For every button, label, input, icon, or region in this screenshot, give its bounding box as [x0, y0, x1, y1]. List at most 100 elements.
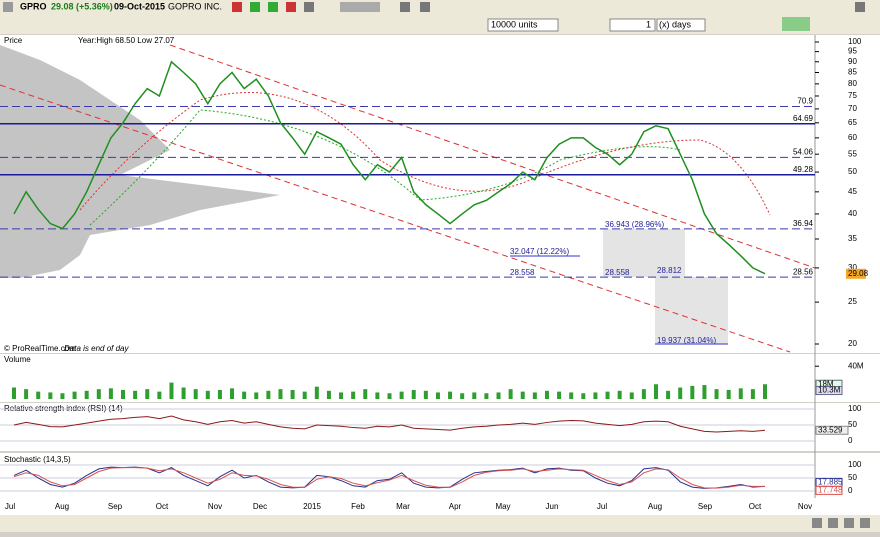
level-label: 49.28 [793, 165, 814, 174]
y-tick-label: 60 [848, 133, 857, 142]
x-axis-label: Sep [698, 502, 713, 511]
y-tick-label: 100 [848, 404, 862, 413]
volume-bar [72, 391, 77, 399]
quote-date: 09-Oct-2015 [114, 1, 165, 11]
level-label: 28.56 [793, 267, 814, 276]
symbol[interactable]: GPRO [20, 1, 47, 11]
shaded-range [603, 229, 685, 277]
volume-bar [48, 392, 53, 399]
volume-bar [121, 389, 126, 399]
volume-bar [193, 389, 198, 399]
last-price-label: 29.08 [848, 269, 869, 278]
volume-bar [629, 392, 634, 399]
x-axis-label: Nov [798, 502, 812, 511]
volume-bar [266, 390, 271, 399]
toolbar [0, 0, 880, 34]
period-select[interactable] [656, 18, 706, 32]
annotation: 28.812 [657, 266, 682, 275]
volume-bar [557, 391, 562, 399]
y-tick-label: 75 [848, 91, 857, 100]
y-tick-label: 90 [848, 57, 857, 66]
y-tick-label: 30 [848, 263, 857, 272]
x-axis-strip [0, 498, 880, 515]
volume-bar [84, 390, 89, 399]
volume-bar [278, 389, 283, 399]
volume-bar [605, 391, 610, 399]
annotation: 36.943 (28.96%) [605, 220, 664, 229]
level-label: 70.9 [797, 97, 813, 106]
y-tick-label: 45 [848, 187, 857, 196]
y-tick-label: 65 [848, 118, 857, 127]
level-label: 54.06 [793, 148, 814, 157]
volume-bar [399, 391, 404, 399]
volume-bar [314, 386, 319, 399]
year-range: Year:High 68.50 Low 27.07 [78, 36, 175, 45]
volume-bar [423, 390, 428, 399]
panel-title: Volume [4, 355, 31, 364]
price-line [13, 60, 766, 275]
period-count: 1 [646, 19, 651, 29]
toolbar-icons[interactable] [232, 2, 865, 31]
volume-bar [763, 384, 767, 399]
volume-bar [133, 390, 138, 399]
volume-bar [569, 392, 574, 399]
status-bar [0, 515, 880, 532]
volume-bar [678, 387, 683, 399]
volume-bar [617, 390, 622, 399]
volume-bar [326, 390, 331, 399]
volume-bar [387, 393, 392, 399]
volume-panel [0, 354, 880, 402]
volume-bar [472, 392, 477, 399]
trendline [169, 44, 816, 269]
stochastic-line [13, 467, 766, 489]
quote: 29.08 (+5.36%) [51, 1, 113, 11]
panel-title: Stochastic (14,3,5) [4, 455, 71, 464]
x-axis-label: Nov [208, 502, 222, 511]
volume-bar [375, 392, 380, 399]
volume-bar [254, 392, 259, 399]
value-label: 33.529 [818, 425, 843, 434]
volume-bar [181, 387, 186, 399]
y-tick-label: 95 [848, 47, 857, 56]
menu-button[interactable] [3, 2, 13, 12]
volume-bar [508, 389, 513, 399]
volume-bar [169, 382, 174, 399]
panel-title: Price [4, 36, 23, 45]
period-input[interactable] [609, 18, 656, 32]
volume-bar [363, 389, 368, 399]
instrument-name: GOPRO INC. [168, 1, 222, 11]
volume-bar [448, 391, 453, 399]
volume-bar [157, 391, 162, 399]
volume-bar [750, 389, 755, 399]
volume-bar [544, 390, 549, 399]
volume-bar [496, 392, 501, 399]
volume-bar [653, 384, 658, 399]
units-input[interactable] [487, 18, 559, 32]
data-note: Data is end of day [64, 344, 129, 353]
y-tick-label: 50 [848, 167, 857, 176]
value-label: 10.3M [818, 386, 841, 395]
volume-bar [726, 389, 731, 399]
volume-bar [108, 388, 113, 399]
annotation: 28.558 [605, 268, 630, 277]
volume-bar [435, 392, 440, 399]
value-box [815, 485, 843, 495]
y-tick-label: 0 [848, 436, 853, 445]
zoom-controls[interactable] [812, 518, 870, 528]
value-label: 18M [818, 379, 834, 388]
volume-bar [36, 391, 41, 399]
y-tick-label: 40 [848, 209, 857, 218]
volume-bar [230, 388, 235, 399]
volume-bar [205, 390, 210, 399]
volume-bar [339, 392, 344, 399]
volume-bar [411, 389, 416, 399]
volume-bar [714, 389, 719, 399]
volume-bar [532, 392, 537, 399]
value-label: 17.885 [818, 477, 843, 486]
y-tick-label: 80 [848, 79, 857, 88]
volume-bar [520, 391, 525, 399]
y-tick-label: 100 [848, 37, 862, 46]
volume-bar [581, 393, 586, 399]
volume-bar [12, 387, 16, 399]
annotation: 32.047 (12.22%) [510, 247, 569, 256]
